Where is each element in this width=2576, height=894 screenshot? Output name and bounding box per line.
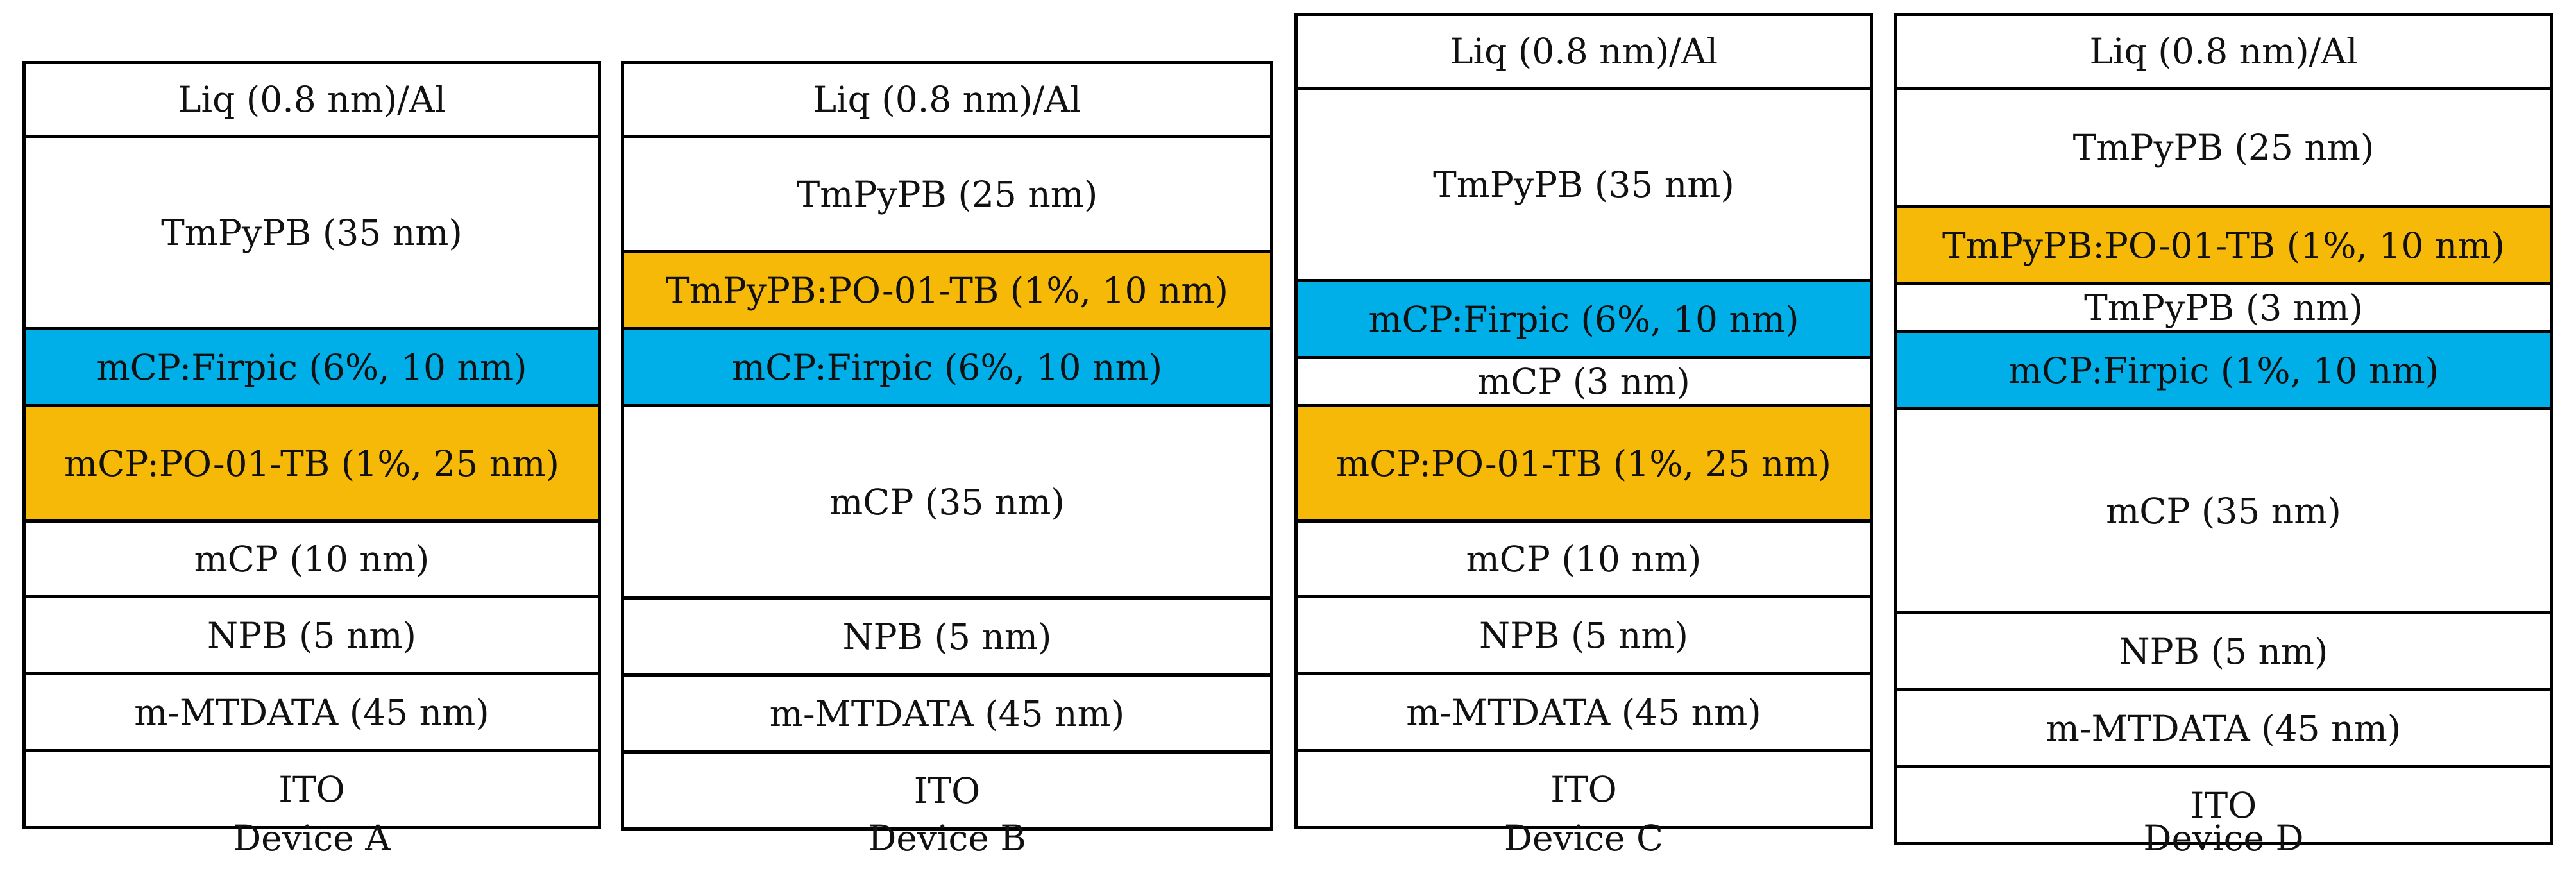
- layer-3: mCP:Firpic (6%, 10 nm): [22, 327, 601, 407]
- device-c: Liq (0.8 nm)/Al TmPyPB (35 nm) mCP:Firpic …: [1294, 0, 1873, 894]
- device-label: Device D: [2143, 818, 2304, 859]
- layer-7: NPB (5 nm): [1294, 595, 1873, 675]
- layer-7: NPB (5 nm): [1894, 611, 2553, 691]
- layer-8: m-MTDATA (45 nm): [1894, 688, 2553, 768]
- layer-4: mCP:Firpic (6%, 10 nm): [621, 327, 1273, 407]
- layer-3: TmPyPB:PO-01-TB (1%, 10 nm): [621, 250, 1273, 330]
- layer-1: Liq (0.8 nm)/Al: [22, 61, 601, 138]
- layer-6: mCP (10 nm): [1294, 519, 1873, 598]
- device-b: Liq (0.8 nm)/Al TmPyPB (25 nm) TmPyPB:PO-0…: [621, 0, 1273, 894]
- layer-6: NPB (5 nm): [621, 596, 1273, 677]
- layer-4: TmPyPB (3 nm): [1894, 282, 2553, 333]
- layer-1: Liq (0.8 nm)/Al: [1294, 13, 1873, 90]
- layer-1: Liq (0.8 nm)/Al: [621, 61, 1273, 138]
- layer-2: TmPyPB (25 nm): [621, 135, 1273, 253]
- device-label: Device B: [868, 818, 1026, 859]
- layer-5: mCP (35 nm): [621, 404, 1273, 600]
- layer-9: ITO: [1894, 765, 2553, 845]
- layer-5: mCP (10 nm): [22, 519, 601, 598]
- layer-9: ITO: [1294, 749, 1873, 829]
- layer-8: ITO: [621, 750, 1273, 831]
- layer-5: mCP:PO-01-TB (1%, 25 nm): [1294, 404, 1873, 523]
- layer-2: TmPyPB (35 nm): [1294, 87, 1873, 282]
- layer-1: Liq (0.8 nm)/Al: [1894, 13, 2553, 90]
- layer-4: mCP (3 nm): [1294, 356, 1873, 407]
- layer-7: m-MTDATA (45 nm): [22, 672, 601, 752]
- layer-8: m-MTDATA (45 nm): [1294, 672, 1873, 752]
- layer-4: mCP:PO-01-TB (1%, 25 nm): [22, 404, 601, 523]
- device-a: Liq (0.8 nm)/Al TmPyPB (35 nm) mCP:Firpic …: [22, 0, 601, 894]
- device-d: Liq (0.8 nm)/Al TmPyPB (25 nm) TmPyPB:PO-0…: [1894, 0, 2553, 894]
- layer-6: NPB (5 nm): [22, 595, 601, 675]
- layer-8: ITO: [22, 749, 601, 829]
- layer-3: mCP:Firpic (6%, 10 nm): [1294, 279, 1873, 359]
- layer-2: TmPyPB (35 nm): [22, 135, 601, 330]
- device-label: Device A: [233, 818, 391, 859]
- layer-3: TmPyPB:PO-01-TB (1%, 10 nm): [1894, 205, 2553, 285]
- layer-2: TmPyPB (25 nm): [1894, 87, 2553, 208]
- layer-6: mCP (35 nm): [1894, 407, 2553, 614]
- layer-5: mCP:Firpic (1%, 10 nm): [1894, 330, 2553, 410]
- device-label: Device C: [1504, 818, 1664, 859]
- layer-7: m-MTDATA (45 nm): [621, 673, 1273, 754]
